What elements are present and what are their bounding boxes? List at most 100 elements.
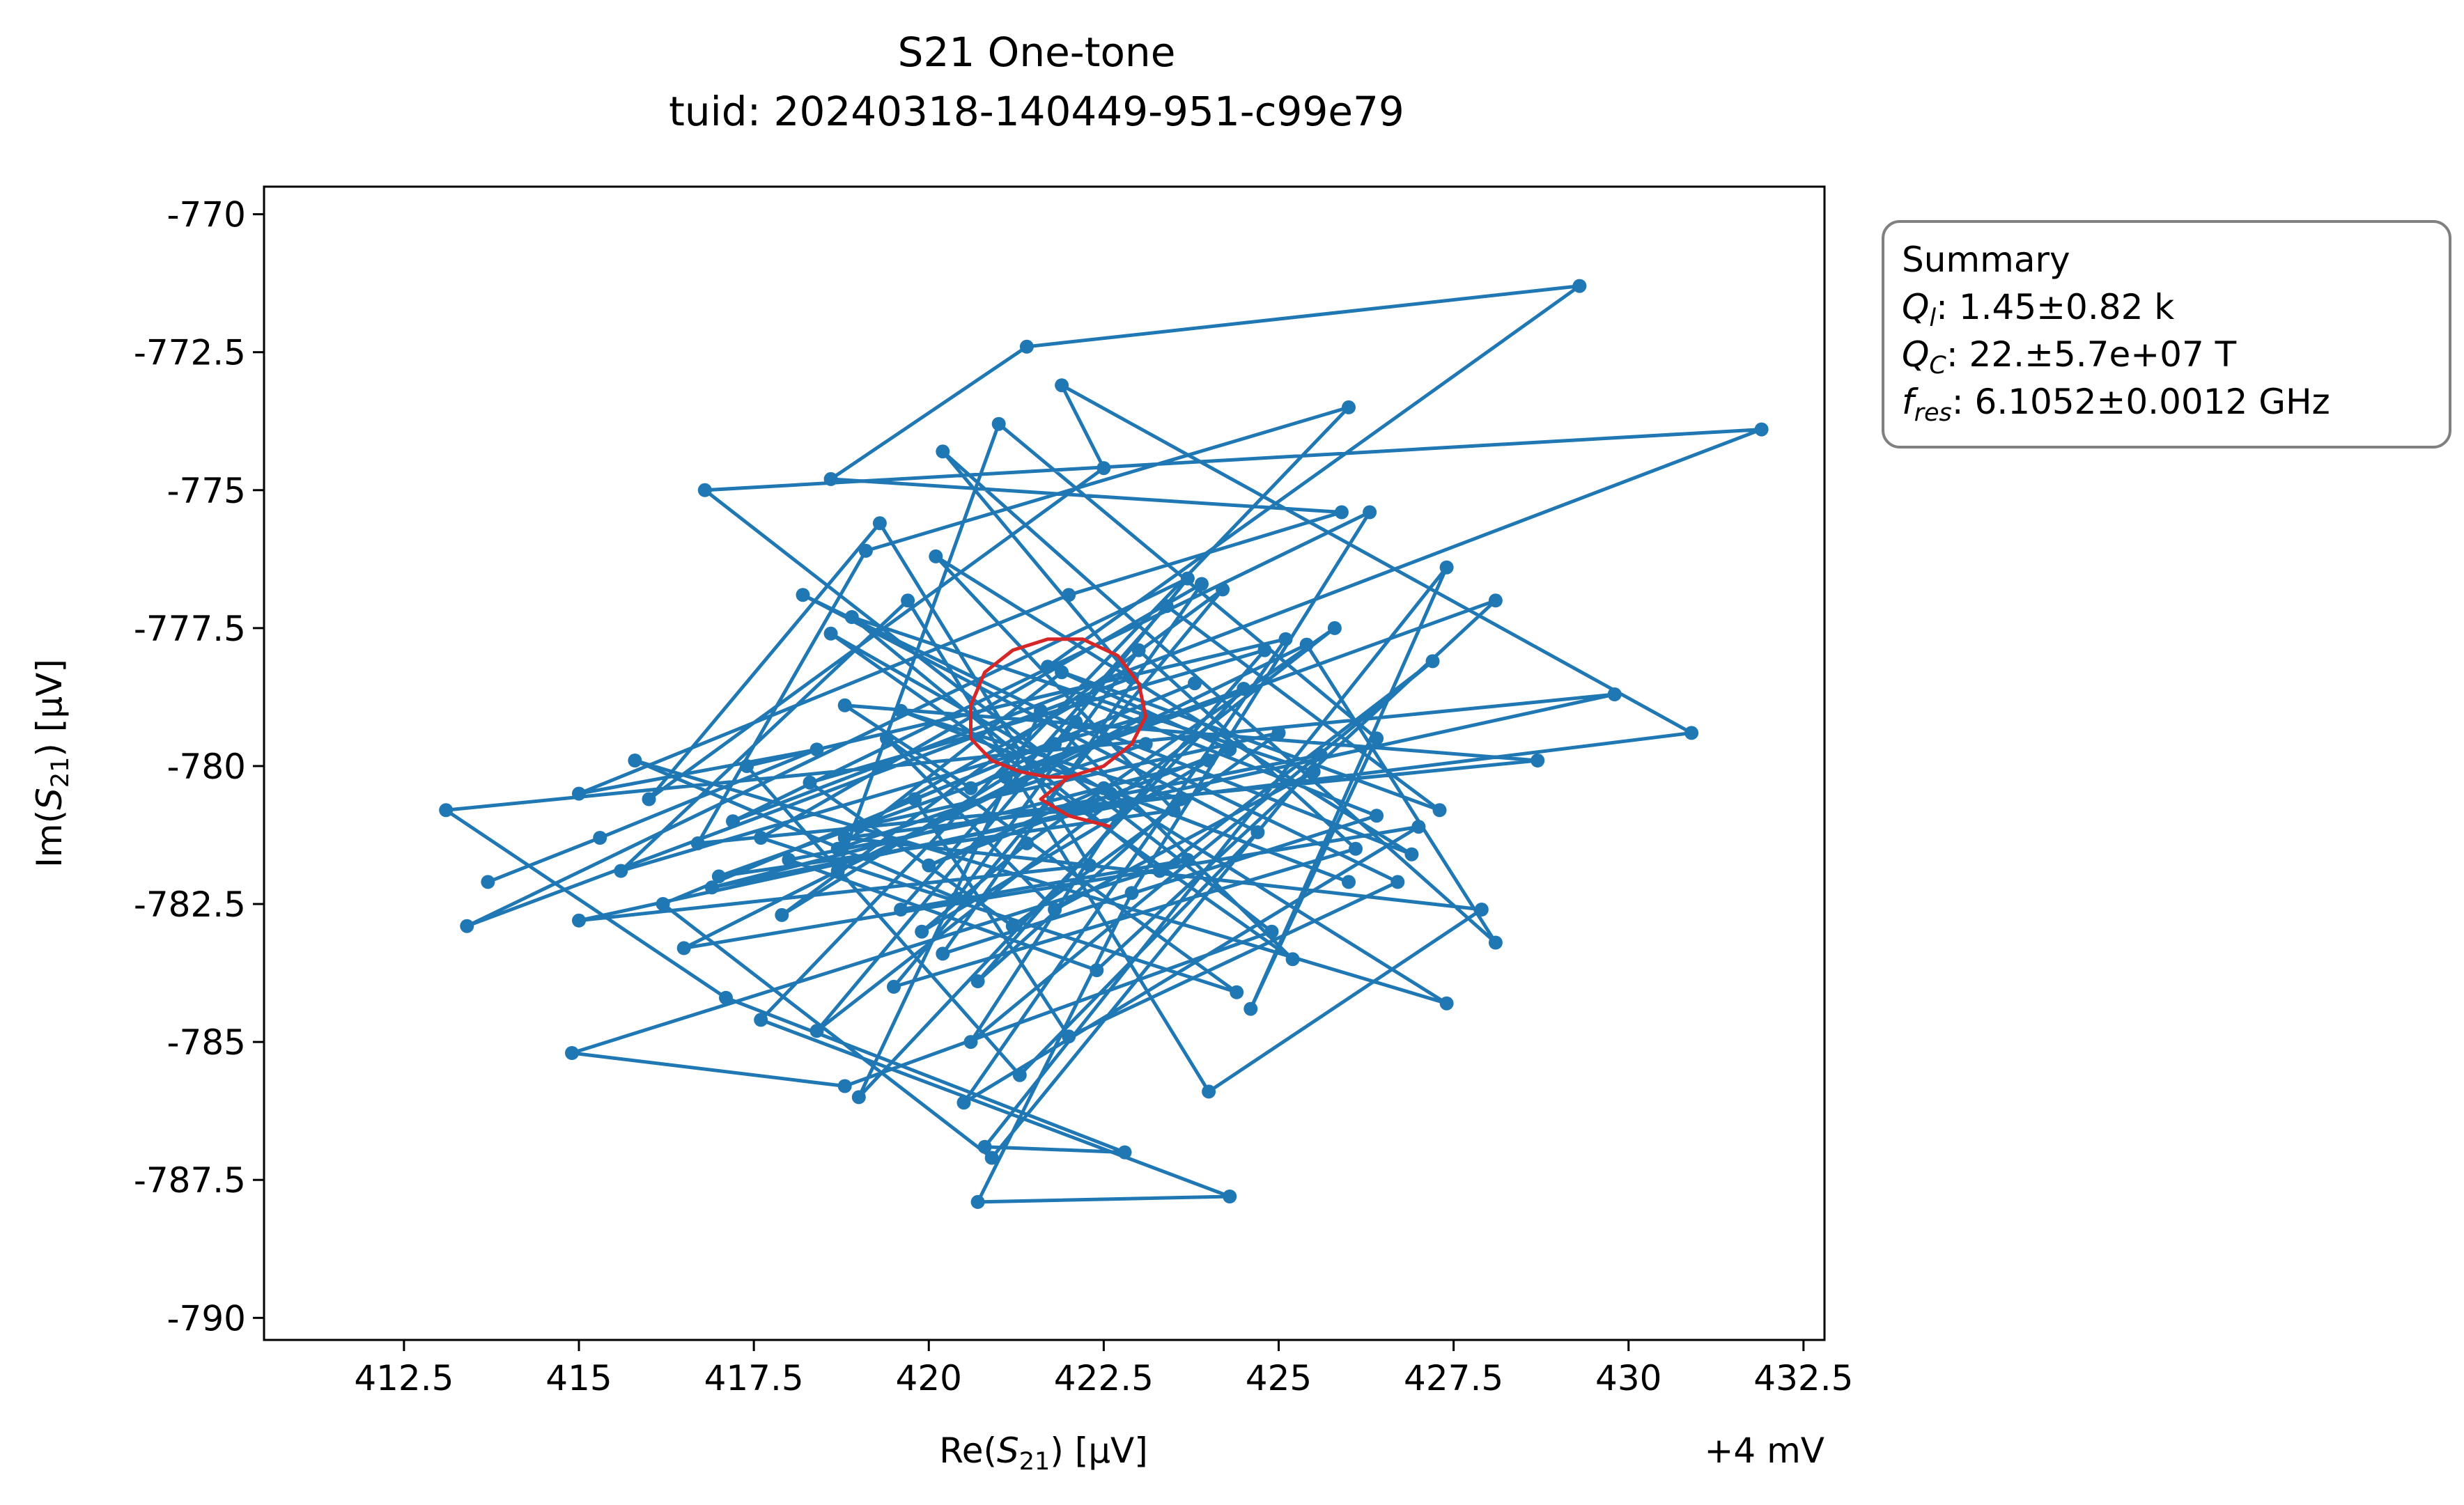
data-point [858,543,873,558]
data-point [1572,279,1587,293]
data-point [970,974,985,988]
y-tick-label: -790 [167,1298,246,1339]
data-point [894,903,908,917]
data-point [1117,1145,1132,1160]
data-point [1019,339,1034,354]
data-point [614,864,628,878]
data-point [1223,1190,1237,1203]
data-point [1299,637,1314,652]
data-point [1019,836,1034,850]
data-point [1048,903,1062,917]
data-point [439,803,454,818]
data-point [936,444,950,459]
data-point [1488,935,1503,950]
data-point [1439,560,1454,575]
data-point [1230,985,1244,999]
data-point [851,1090,866,1105]
data-point [1349,841,1363,856]
data-point [901,593,915,608]
data-point [809,742,824,757]
data-point [823,471,838,486]
data-point [1754,422,1769,437]
data-point [908,792,922,806]
data-point [1223,742,1237,757]
data-point [1173,792,1188,806]
data-point [1390,875,1405,889]
data-point [572,786,586,801]
data-point [754,831,768,845]
summary-qc: QC: 22.±5.7e+07 T [1902,334,2237,380]
data-point [1243,1001,1258,1016]
data-point [1531,754,1545,767]
x-ticks: 412.5 415 417.5 420 422.5 425 427.5 430 432.5 [354,1340,1853,1398]
data-point [1034,703,1048,718]
data-point [1237,682,1251,696]
data-point [1055,378,1069,393]
data-point [844,610,859,624]
data-point [1012,1068,1027,1082]
data-point [977,1139,992,1154]
chart-title-line2: tuid: 20240318-140449-951-c99e79 [669,88,1404,135]
x-tick-label: 412.5 [354,1358,454,1398]
y-tick-label: -785 [167,1022,246,1063]
measured-series-line [444,284,1764,1204]
x-tick-label: 422.5 [1054,1358,1154,1398]
data-point [837,831,852,845]
data-point [830,841,845,856]
data-point [956,1095,971,1110]
data-point [1076,692,1090,707]
data-point [754,1013,768,1027]
data-point [1055,665,1069,680]
data-point [1124,886,1139,900]
summary-fres: fres: 6.1052±0.0012 GHz [1902,382,2330,427]
data-point [1062,588,1076,602]
data-point [1180,852,1195,867]
data-point [1041,660,1055,674]
y-tick-label: -770 [167,195,246,235]
data-point [1180,571,1195,586]
data-point [1062,1029,1076,1044]
y-axis-label-sub: 21 [47,757,75,788]
summary-heading: Summary [1902,240,2070,280]
data-point [936,946,950,961]
data-point [796,588,810,602]
data-point [1166,803,1181,818]
data-point [1474,903,1489,917]
data-point [1334,505,1349,520]
data-point [837,1079,852,1093]
data-point [950,891,964,906]
x-tick-label: 415 [545,1358,612,1398]
data-point [915,924,929,939]
data-point [963,1035,978,1050]
data-point [922,858,936,873]
y-tick-label: -780 [167,747,246,787]
data-point [1152,864,1167,878]
data-point [1363,505,1377,520]
data-point [1439,996,1454,1011]
data-point [1202,1084,1216,1099]
data-point [711,869,726,884]
data-point [593,831,607,845]
x-axis-label-unit: ) [µV] [1050,1430,1147,1471]
data-point [565,1046,579,1060]
x-tick-label: 420 [896,1358,962,1398]
data-point [1090,963,1104,978]
data-point [880,731,894,746]
data-point [1097,461,1111,476]
data-point [676,941,691,956]
data-point [1271,726,1286,740]
data-point [628,754,642,767]
y-tick-label: -782.5 [134,884,246,925]
summary-ql: Ql: 1.45±0.82 k [1902,287,2174,332]
x-axis-label: Re(S21) [µV] [939,1430,1148,1476]
data-point [1264,924,1279,939]
data-point [572,913,586,928]
data-point [1488,593,1503,608]
data-point [1432,803,1447,818]
data-point [1188,676,1202,691]
data-point [823,626,838,641]
data-point [963,781,978,795]
data-point [984,1151,999,1165]
data-point [970,1194,985,1209]
x-tick-label: 417.5 [704,1358,804,1398]
